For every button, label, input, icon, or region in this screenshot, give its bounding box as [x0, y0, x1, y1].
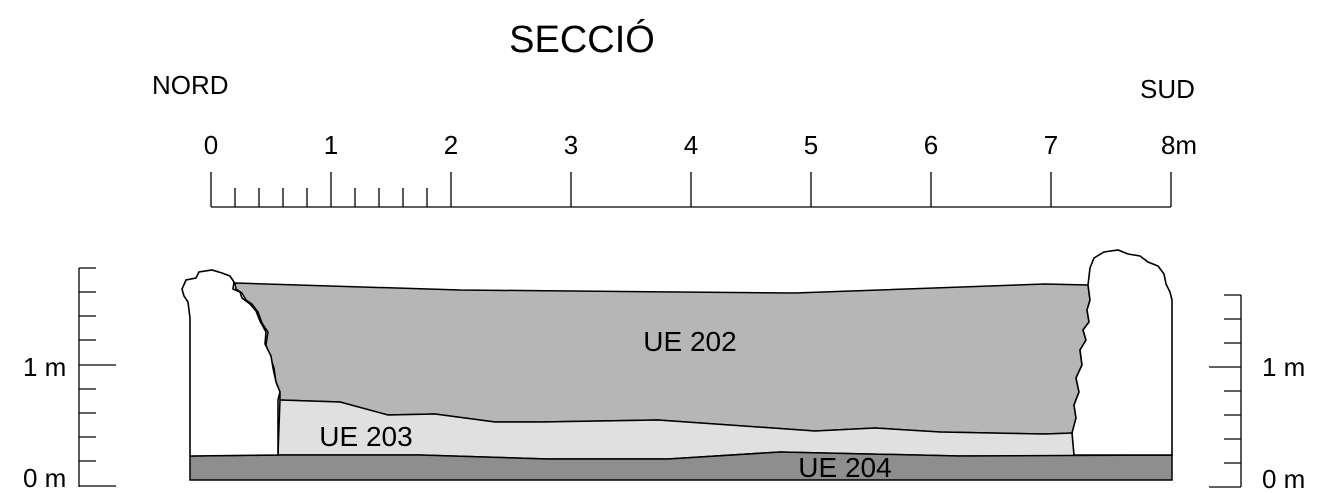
- orientation-north-label: NORD: [152, 70, 229, 100]
- left-wall-outline: [181, 269, 281, 457]
- vertical-scale-right-1m-label: 1 m: [1262, 352, 1305, 382]
- vertical-scale-right-0m-label: 0 m: [1262, 464, 1305, 493]
- scale-tick-label: 0: [204, 130, 218, 160]
- scale-tick-label: 6: [924, 130, 938, 160]
- layer-ue-203-label: UE 203: [319, 421, 412, 452]
- vertical-scale-left-1m-label: 1 m: [23, 352, 66, 382]
- right-wall-outline: [1071, 249, 1173, 456]
- orientation-south-label: SUD: [1140, 74, 1195, 104]
- scale-tick-label: 4: [684, 130, 698, 160]
- horizontal-scale-bar: [210, 172, 1172, 208]
- scale-tick-label: 7: [1044, 130, 1058, 160]
- scale-tick-label: 1: [324, 130, 338, 160]
- layer-ue-202-label: UE 202: [643, 326, 736, 357]
- scale-minor-ticks: [234, 188, 428, 207]
- vertical-scale-left: [78, 267, 116, 487]
- scale-tick-label: 5: [804, 130, 818, 160]
- vertical-scale-right: [1209, 294, 1242, 488]
- scale-tick-label: 8m: [1161, 130, 1197, 160]
- vertical-scale-left-0m-label: 0 m: [23, 463, 66, 493]
- layer-ue-204: [189, 451, 1173, 481]
- scale-major-ticks: [210, 172, 1172, 207]
- layer-ue-204-label: UE 204: [798, 452, 891, 483]
- section-title: SECCIÓ: [509, 18, 655, 61]
- scale-tick-label: 2: [444, 130, 458, 160]
- scale-tick-label: 3: [564, 130, 578, 160]
- scale-tick-labels: 0 1 2 3 4 5 6 7 8m: [204, 130, 1197, 160]
